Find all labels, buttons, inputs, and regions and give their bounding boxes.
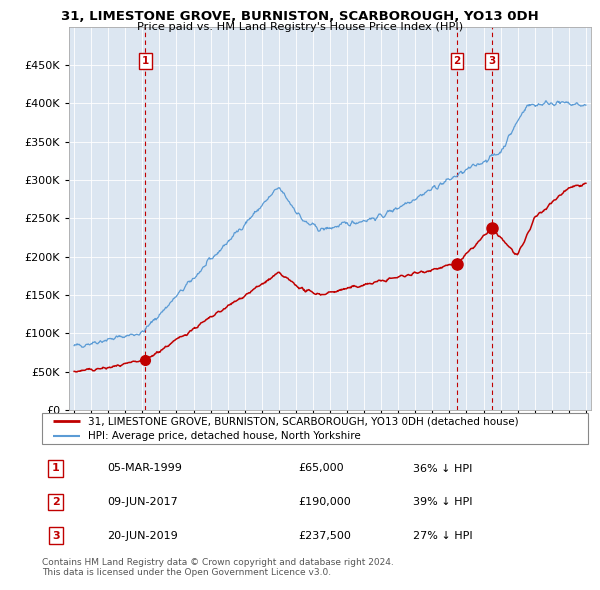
Text: 1: 1: [52, 464, 59, 474]
Text: Price paid vs. HM Land Registry's House Price Index (HPI): Price paid vs. HM Land Registry's House …: [137, 22, 463, 32]
Text: £190,000: £190,000: [299, 497, 352, 507]
Text: £65,000: £65,000: [299, 464, 344, 474]
Text: £237,500: £237,500: [299, 530, 352, 540]
Text: 2: 2: [52, 497, 59, 507]
Text: 2: 2: [453, 56, 461, 66]
Text: 36% ↓ HPI: 36% ↓ HPI: [413, 464, 473, 474]
Text: HPI: Average price, detached house, North Yorkshire: HPI: Average price, detached house, Nort…: [88, 431, 361, 441]
FancyBboxPatch shape: [42, 413, 588, 444]
Text: 20-JUN-2019: 20-JUN-2019: [107, 530, 178, 540]
Text: 31, LIMESTONE GROVE, BURNISTON, SCARBOROUGH, YO13 0DH: 31, LIMESTONE GROVE, BURNISTON, SCARBORO…: [61, 10, 539, 23]
Text: 3: 3: [488, 56, 495, 66]
Text: 09-JUN-2017: 09-JUN-2017: [107, 497, 178, 507]
Text: 3: 3: [52, 530, 59, 540]
Text: 31, LIMESTONE GROVE, BURNISTON, SCARBOROUGH, YO13 0DH (detached house): 31, LIMESTONE GROVE, BURNISTON, SCARBORO…: [88, 417, 519, 427]
Text: 1: 1: [142, 56, 149, 66]
Text: Contains HM Land Registry data © Crown copyright and database right 2024.
This d: Contains HM Land Registry data © Crown c…: [42, 558, 394, 577]
Text: 39% ↓ HPI: 39% ↓ HPI: [413, 497, 473, 507]
Text: 27% ↓ HPI: 27% ↓ HPI: [413, 530, 473, 540]
Text: 05-MAR-1999: 05-MAR-1999: [107, 464, 182, 474]
